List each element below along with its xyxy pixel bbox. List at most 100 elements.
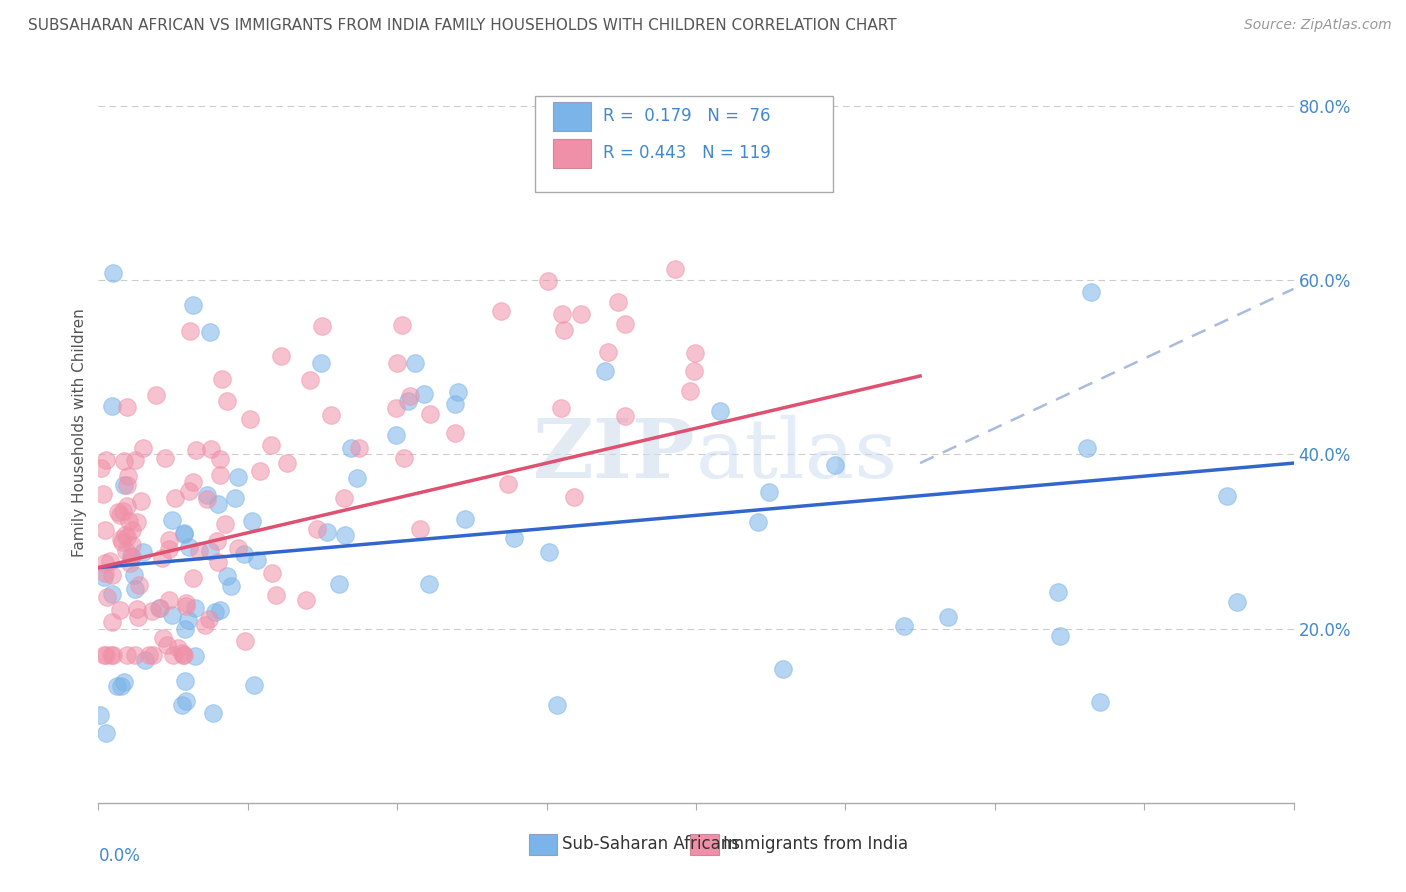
Point: [683, 364, 706, 378]
Text: R =  0.179   N =  76: R = 0.179 N = 76: [603, 107, 770, 125]
Point: [385, 427, 408, 442]
Text: Source: ZipAtlas.com: Source: ZipAtlas.com: [1244, 18, 1392, 32]
Point: [546, 698, 568, 713]
Point: [413, 386, 436, 401]
Point: [537, 545, 560, 559]
Text: Sub-Saharan Africans: Sub-Saharan Africans: [562, 835, 740, 854]
Point: [101, 399, 124, 413]
Point: [131, 544, 153, 558]
Point: [562, 490, 585, 504]
Point: [772, 662, 794, 676]
Point: [333, 491, 356, 505]
Point: [200, 442, 222, 456]
Point: [93, 570, 115, 584]
Point: [447, 385, 470, 400]
Point: [94, 524, 117, 538]
Point: [125, 602, 148, 616]
Point: [1046, 585, 1069, 599]
Point: [418, 576, 440, 591]
Point: [188, 544, 211, 558]
Point: [194, 617, 217, 632]
Point: [100, 648, 122, 662]
Point: [186, 443, 208, 458]
Point: [596, 344, 619, 359]
Point: [118, 556, 141, 570]
Point: [444, 397, 467, 411]
Point: [125, 515, 148, 529]
Point: [110, 680, 132, 694]
Point: [138, 648, 160, 662]
Point: [228, 541, 250, 556]
Text: R = 0.443   N = 119: R = 0.443 N = 119: [603, 144, 770, 161]
Point: [233, 547, 256, 561]
Point: [385, 356, 408, 370]
Point: [122, 567, 145, 582]
Point: [201, 706, 224, 721]
Point: [328, 577, 350, 591]
Point: [491, 303, 513, 318]
Point: [103, 266, 125, 280]
Point: [177, 613, 200, 627]
FancyBboxPatch shape: [553, 139, 591, 168]
Point: [204, 605, 226, 619]
Text: atlas: atlas: [696, 415, 898, 495]
Point: [101, 568, 124, 582]
Point: [1076, 441, 1098, 455]
Point: [108, 508, 131, 522]
Point: [157, 541, 180, 556]
Point: [94, 557, 117, 571]
Point: [758, 485, 780, 500]
Point: [160, 608, 183, 623]
Point: [224, 491, 246, 505]
Point: [298, 373, 321, 387]
Point: [107, 505, 129, 519]
Point: [276, 456, 298, 470]
Point: [198, 544, 221, 558]
FancyBboxPatch shape: [553, 103, 591, 130]
Point: [174, 596, 197, 610]
Point: [170, 646, 193, 660]
Point: [96, 591, 118, 605]
Point: [101, 587, 124, 601]
Point: [179, 324, 201, 338]
Point: [162, 512, 184, 526]
Point: [124, 453, 146, 467]
Point: [115, 477, 138, 491]
Point: [150, 550, 173, 565]
Point: [399, 389, 422, 403]
Point: [347, 441, 370, 455]
Point: [129, 493, 152, 508]
Point: [309, 356, 332, 370]
Point: [121, 549, 143, 564]
Point: [936, 610, 959, 624]
Point: [243, 678, 266, 692]
Point: [98, 554, 121, 568]
Point: [121, 523, 143, 537]
Point: [249, 464, 271, 478]
Point: [167, 640, 190, 655]
Point: [89, 708, 111, 723]
Point: [246, 553, 269, 567]
Point: [112, 504, 135, 518]
Point: [747, 515, 769, 529]
Point: [207, 497, 229, 511]
FancyBboxPatch shape: [529, 834, 557, 855]
Point: [112, 674, 135, 689]
Point: [207, 555, 229, 569]
Point: [1049, 629, 1071, 643]
Point: [496, 476, 519, 491]
Point: [134, 653, 156, 667]
Point: [226, 469, 249, 483]
Point: [444, 425, 467, 440]
Point: [321, 408, 343, 422]
Point: [153, 450, 176, 465]
Point: [270, 349, 292, 363]
Point: [391, 318, 413, 332]
Point: [262, 566, 284, 580]
Point: [335, 528, 357, 542]
Point: [1090, 695, 1112, 709]
Point: [404, 355, 426, 369]
Text: 0.0%: 0.0%: [98, 847, 141, 865]
Point: [127, 609, 149, 624]
Point: [110, 532, 132, 546]
